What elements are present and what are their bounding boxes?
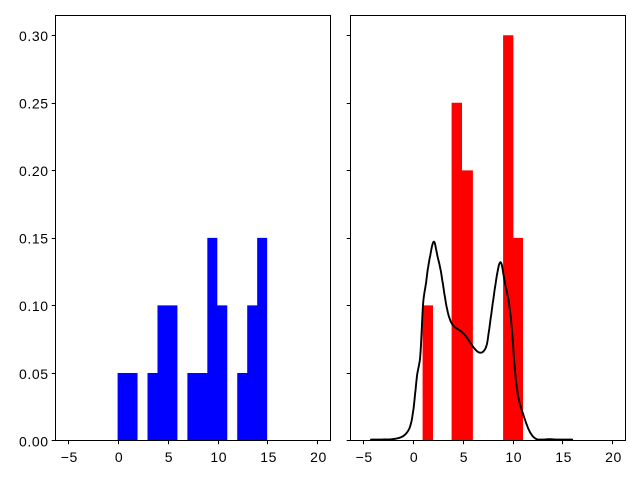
svg-text:20: 20	[605, 449, 622, 465]
svg-text:20: 20	[310, 449, 327, 465]
svg-text:15: 15	[555, 449, 572, 465]
svg-text:−5: −5	[61, 449, 78, 465]
svg-text:0.00: 0.00	[19, 433, 49, 449]
svg-text:0.25: 0.25	[19, 96, 49, 112]
svg-text:0.15: 0.15	[19, 231, 49, 247]
svg-text:0.05: 0.05	[19, 366, 49, 382]
svg-text:0.30: 0.30	[19, 28, 49, 44]
svg-text:10: 10	[505, 449, 522, 465]
svg-text:5: 5	[460, 449, 468, 465]
svg-text:0: 0	[410, 449, 418, 465]
svg-text:0.10: 0.10	[19, 298, 49, 314]
svg-text:0.20: 0.20	[19, 163, 49, 179]
svg-text:5: 5	[165, 449, 173, 465]
svg-text:10: 10	[210, 449, 227, 465]
svg-text:15: 15	[260, 449, 277, 465]
svg-text:−5: −5	[356, 449, 373, 465]
svg-text:0: 0	[115, 449, 123, 465]
